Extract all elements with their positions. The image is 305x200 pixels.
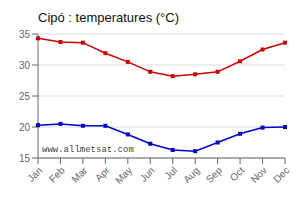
svg-text:Jan: Jan <box>25 165 44 184</box>
svg-text:30: 30 <box>19 60 31 71</box>
svg-text:35: 35 <box>19 29 31 40</box>
svg-text:15: 15 <box>19 153 31 164</box>
svg-text:Apr: Apr <box>93 164 112 183</box>
svg-text:Nov: Nov <box>249 165 269 185</box>
svg-text:May: May <box>113 165 134 186</box>
svg-text:Jul: Jul <box>162 165 179 182</box>
svg-text:20: 20 <box>19 122 31 133</box>
svg-text:Oct: Oct <box>228 165 247 184</box>
html-text:Cipó : temperatures (°C): Cipó : temperatures (°C) <box>38 10 179 25</box>
svg-text:Dec: Dec <box>271 165 291 185</box>
svg-text:25: 25 <box>19 91 31 102</box>
svg-text:Jun: Jun <box>138 165 157 184</box>
html-text:www.allmetsat.com: www.allmetsat.com <box>42 145 134 155</box>
svg-text:Aug: Aug <box>181 165 201 185</box>
svg-text:Feb: Feb <box>47 164 67 184</box>
svg-text:Sep: Sep <box>204 164 225 185</box>
svg-text:Mar: Mar <box>69 164 89 184</box>
